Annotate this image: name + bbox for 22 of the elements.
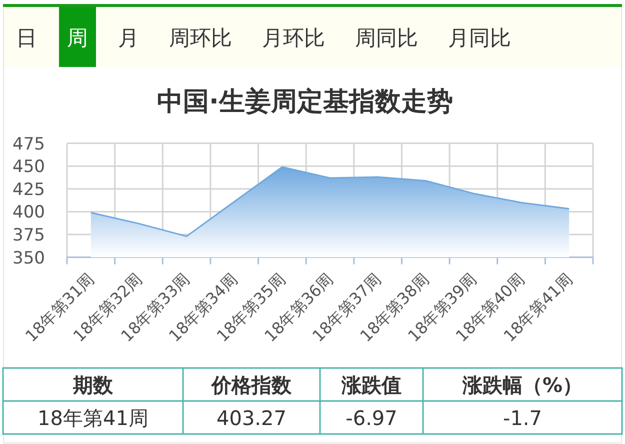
text: 月同比: [448, 26, 511, 50]
text: 月环比: [262, 26, 325, 50]
text: -1.7: [502, 406, 542, 430]
text: 周环比: [169, 26, 232, 50]
chart-title: 中国·生姜周定基指数走势: [157, 86, 453, 117]
text: 涨跌幅（%）: [461, 373, 583, 397]
y-tick-label: 450: [12, 157, 45, 178]
text: 周同比: [355, 26, 418, 50]
text: 日: [16, 26, 37, 50]
text: 价格指数: [210, 373, 292, 397]
text: 周: [67, 26, 88, 50]
y-tick-label: 475: [12, 134, 45, 154]
text: -6.97: [346, 406, 398, 430]
y-tick-label: 425: [12, 180, 45, 200]
text: 月: [118, 26, 139, 50]
text: 403.27: [216, 406, 286, 430]
y-tick-label: 350: [12, 248, 45, 268]
y-tick-label: 400: [12, 202, 45, 223]
text: 18年第41周: [38, 406, 148, 430]
y-tick-label: 375: [12, 226, 45, 246]
text: 期数: [72, 373, 114, 397]
text: 涨跌值: [340, 373, 402, 397]
